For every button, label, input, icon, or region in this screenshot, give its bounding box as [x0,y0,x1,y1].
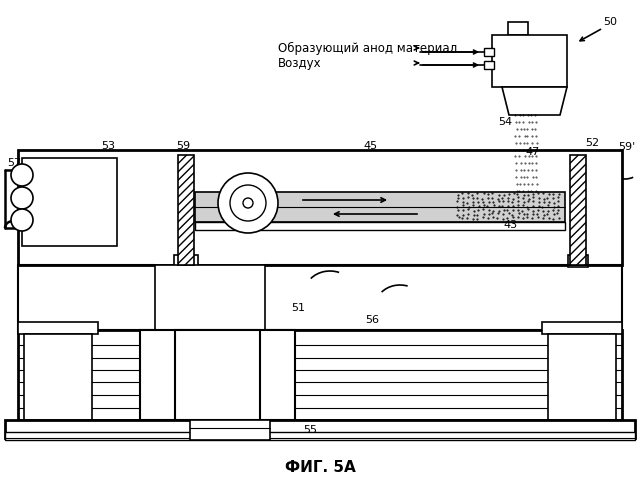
Bar [175,330,260,420]
Bar [22,158,117,246]
Text: 51: 51 [291,303,305,313]
Text: 59: 59 [176,141,190,151]
Bar [190,420,270,440]
Bar [178,155,194,265]
Text: Образующий анод материал: Образующий анод материал [278,41,457,55]
Text: 53: 53 [101,141,115,151]
Text: Воздух: Воздух [278,56,322,70]
Bar [484,61,494,69]
Bar [568,255,588,267]
Text: 57: 57 [7,158,21,168]
Text: 47: 47 [526,147,540,157]
Text: 54: 54 [498,117,512,127]
Text: 52: 52 [585,138,599,148]
Bar [18,150,622,265]
Text: 55: 55 [303,425,317,435]
Bar [484,48,494,56]
Bar [492,35,567,87]
Circle shape [243,198,253,208]
Bar [174,255,198,267]
Text: 50: 50 [603,17,617,27]
Bar [570,155,586,265]
Circle shape [11,209,33,231]
Bar [542,322,622,334]
Bar [5,432,635,440]
Circle shape [11,187,33,209]
Text: 45: 45 [363,141,377,151]
Bar [5,420,635,438]
Bar [548,334,616,420]
Bar [18,322,98,334]
Bar [24,334,92,420]
Bar [195,222,565,230]
Bar [18,330,622,420]
Circle shape [218,173,278,233]
Text: ФИГ. 5А: ФИГ. 5А [285,460,355,474]
Bar [140,330,295,420]
Bar [195,192,565,222]
Text: 56: 56 [365,315,379,325]
Circle shape [230,185,266,221]
Polygon shape [502,87,567,115]
Circle shape [11,164,33,186]
Bar [155,265,265,360]
Text: 59': 59' [618,142,636,152]
Bar [508,22,528,35]
Text: 43: 43 [503,220,517,230]
